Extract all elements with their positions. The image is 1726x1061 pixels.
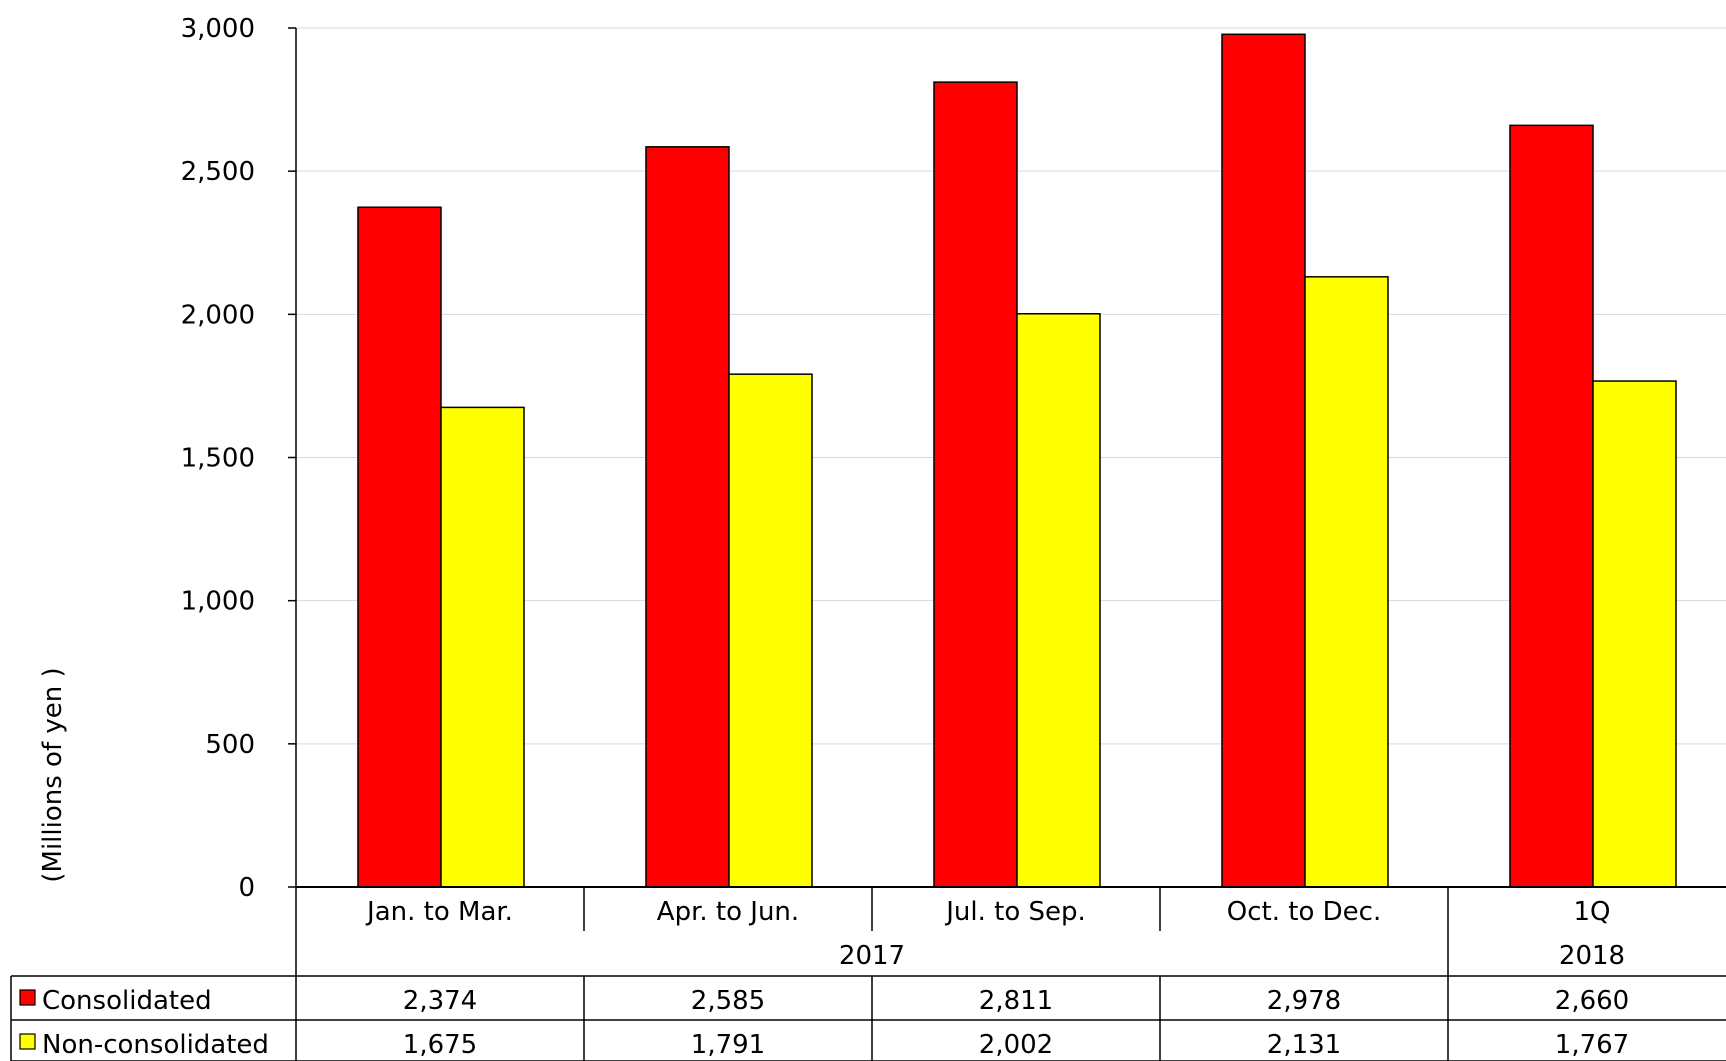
table-cell-value: 1,791 — [691, 1030, 765, 1060]
bar-consolidated — [357, 206, 442, 888]
bar-non-consolidated — [440, 406, 525, 888]
table-cell-value: 2,811 — [979, 986, 1053, 1016]
x-tick-label: Jul. to Sep. — [944, 897, 1086, 927]
y-tick-label: 500 — [205, 730, 255, 760]
table-cell-value: 2,978 — [1267, 986, 1341, 1016]
y-axis-label: (Millions of yen ) — [38, 667, 68, 882]
bar-consolidated — [1221, 33, 1306, 888]
x-tick-label: Jan. to Mar. — [365, 897, 513, 927]
bar-consolidated — [1509, 124, 1594, 888]
table-cell-value: 2,585 — [691, 986, 765, 1016]
y-tick-label: 2,000 — [181, 300, 255, 330]
year-label: 2018 — [1559, 941, 1625, 971]
y-tick-label: 0 — [238, 873, 255, 903]
bar-non-consolidated — [1016, 313, 1101, 888]
x-tick-label: 1Q — [1573, 897, 1610, 927]
data-table: 2017 2018 Jan. to Mar. Apr. to Jun. Jul. to … — [10, 886, 1726, 1061]
x-tick-label: Oct. to Dec. — [1227, 897, 1381, 927]
y-tick-label: 2,500 — [181, 157, 255, 187]
table-cell-value: 2,660 — [1555, 986, 1629, 1016]
legend-label: Non-consolidated — [42, 1030, 269, 1060]
bars — [357, 33, 1677, 888]
bar-consolidated — [933, 81, 1018, 888]
y-tick-label: 3,000 — [181, 14, 255, 44]
bar-non-consolidated — [728, 373, 813, 888]
y-tick-label: 1,500 — [181, 444, 255, 474]
y-tick-labels: 0 500 1,000 1,500 2,000 2,500 3,000 — [181, 14, 255, 903]
table-cell-value: 2,131 — [1267, 1030, 1341, 1060]
table-cell-value: 1,767 — [1555, 1030, 1629, 1060]
y-tick-label: 1,000 — [181, 587, 255, 617]
year-label: 2017 — [839, 941, 905, 971]
legend-label: Consolidated — [42, 986, 212, 1016]
bar-non-consolidated — [1592, 380, 1677, 888]
x-tick-label: Apr. to Jun. — [657, 897, 799, 927]
table-cell-value: 2,374 — [403, 986, 477, 1016]
legend-key — [19, 1033, 36, 1050]
bar-consolidated — [645, 146, 730, 888]
table-cell-value: 2,002 — [979, 1030, 1053, 1060]
axes — [288, 27, 297, 888]
table-cell-value: 1,675 — [403, 1030, 477, 1060]
bar-non-consolidated — [1304, 276, 1389, 888]
legend-key — [19, 989, 36, 1006]
